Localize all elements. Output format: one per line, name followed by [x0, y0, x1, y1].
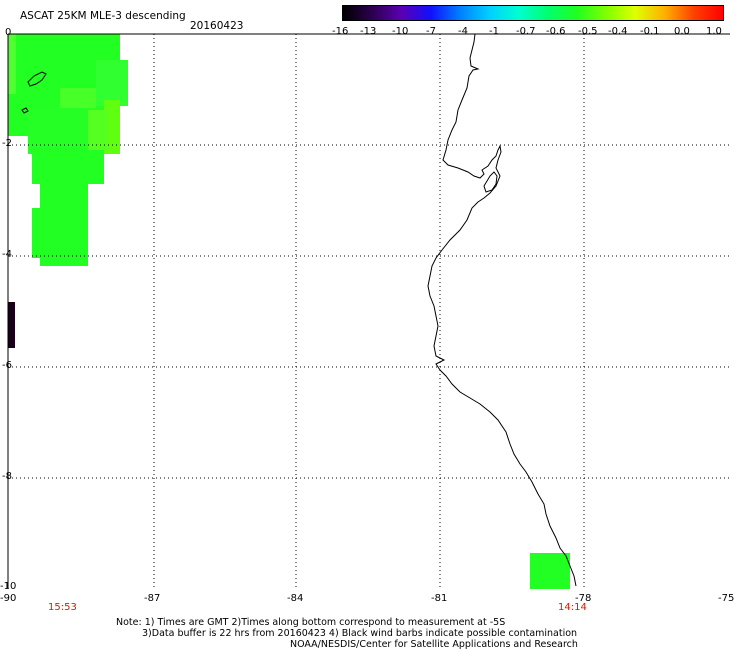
legend-labels: -16 -13 -10 -7 -4 -1 -0.7 -0.6 -0.5 -0.4…: [332, 26, 732, 38]
lat-tick-label: -6: [2, 360, 12, 371]
legend-label: 0.0: [674, 26, 690, 37]
lat-tick-label: -8: [2, 471, 12, 482]
legend-label: -16: [332, 26, 349, 37]
swath-strip-black: [8, 302, 15, 348]
legend-label: -7: [426, 26, 436, 37]
map-title: ASCAT 25KM MLE-3 descending: [20, 10, 186, 22]
lat-tick-label: 0: [5, 27, 12, 38]
legend-label: -0.7: [516, 26, 536, 37]
grid-lines: [8, 34, 730, 588]
note-line-3: NOAA/NESDIS/Center for Satellite Applica…: [290, 639, 578, 650]
legend-label: 1.0: [706, 26, 722, 37]
map-frame: [7, 33, 730, 588]
lon-tick-label: -84: [287, 593, 304, 604]
legend-label: -0.6: [546, 26, 566, 37]
legend-label: -0.4: [608, 26, 628, 37]
legend-label: -0.1: [640, 26, 660, 37]
pass-time-right: 14:14: [558, 602, 587, 613]
legend-label: -0.5: [578, 26, 598, 37]
lon-tick-label: -90: [0, 593, 17, 604]
swath-northwest: [8, 34, 128, 266]
map-date: 20160423: [190, 20, 244, 32]
color-legend-gradient: [343, 6, 723, 20]
legend-label: -1: [489, 26, 499, 37]
legend-label: -10: [392, 26, 409, 37]
coastline: [21, 33, 577, 587]
color-legend: [342, 5, 724, 21]
note-line-2: 3)Data buffer is 22 hrs from 20160423 4)…: [142, 628, 578, 639]
lat-tick-label: -10: [0, 581, 17, 592]
lon-tick-label: -81: [431, 593, 448, 604]
lon-tick-label: -87: [144, 593, 161, 604]
lat-tick-label: -4: [2, 249, 12, 260]
lon-tick-label: -75: [718, 593, 735, 604]
pass-time-left: 15:53: [48, 602, 77, 613]
swath-southeast: [530, 553, 570, 589]
note-line-1: Note: 1) Times are GMT 2)Times along bot…: [116, 617, 506, 628]
lon-tick-label: -78: [575, 593, 592, 604]
legend-label: -4: [458, 26, 468, 37]
legend-label: -13: [360, 26, 377, 37]
lat-tick-label: -2: [2, 138, 12, 149]
